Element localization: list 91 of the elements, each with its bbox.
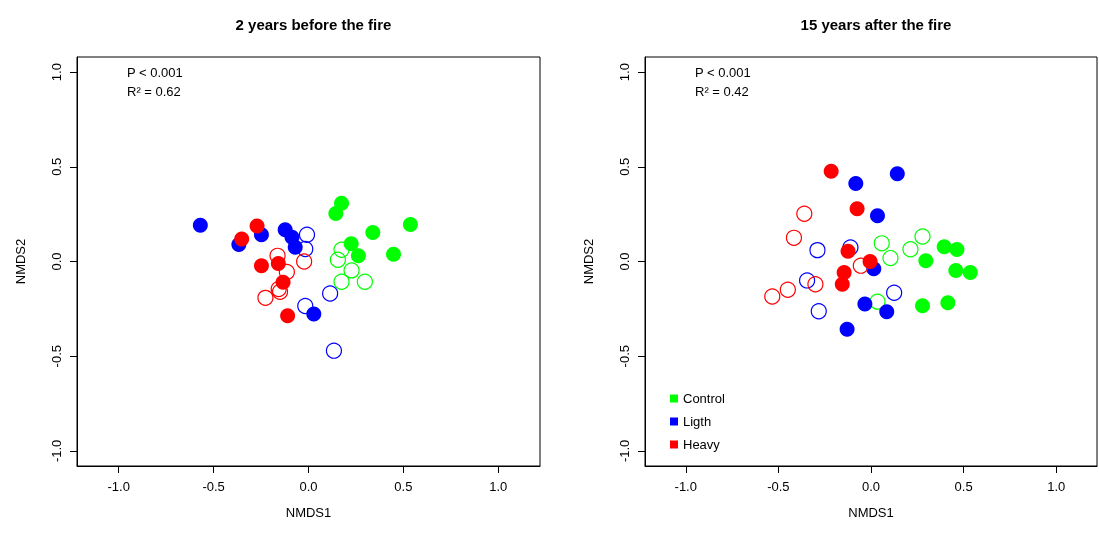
- point: [365, 225, 381, 241]
- point: [889, 166, 905, 182]
- annotation: P < 0.001: [695, 65, 751, 80]
- legend-label: Heavy: [683, 437, 721, 452]
- point: [297, 297, 314, 315]
- point: [962, 264, 978, 280]
- point: [269, 247, 286, 264]
- point: [779, 281, 796, 298]
- x-tick-label: 1.0: [489, 479, 508, 494]
- point: [764, 288, 781, 305]
- point: [402, 216, 418, 232]
- y-axis-title: NMDS2: [13, 238, 28, 285]
- y-tick-label: 1.0: [49, 63, 64, 82]
- point: [343, 262, 360, 279]
- point: [852, 257, 869, 274]
- y-tick-label: 0.5: [617, 157, 632, 176]
- point: [306, 306, 322, 322]
- point: [356, 273, 373, 290]
- point: [839, 321, 855, 337]
- point: [948, 262, 964, 278]
- x-tick-label: 1.0: [1047, 479, 1066, 494]
- point: [848, 175, 864, 191]
- point: [914, 228, 931, 245]
- point: [842, 239, 859, 256]
- point: [869, 293, 886, 310]
- point: [297, 240, 314, 258]
- chart-title: 2 years before the fire: [235, 16, 392, 33]
- point: [234, 231, 250, 247]
- y-tick-label: 0.5: [49, 157, 64, 176]
- point: [809, 242, 826, 259]
- point: [918, 253, 934, 269]
- point: [249, 218, 265, 234]
- point: [834, 276, 850, 292]
- point: [333, 241, 350, 258]
- point: [949, 241, 965, 257]
- y-tick-label: 1.0: [617, 63, 632, 82]
- x-tick-label: -0.5: [202, 479, 225, 494]
- annotation: R² = 0.62: [127, 84, 181, 99]
- point: [940, 295, 956, 311]
- x-tick-label: -1.0: [107, 479, 130, 494]
- y-tick-label: 0.0: [49, 252, 64, 271]
- point: [298, 226, 316, 243]
- point: [936, 239, 952, 255]
- x-axis-title: NMDS1: [848, 505, 894, 520]
- point: [386, 246, 402, 262]
- y-tick-label: -1.0: [617, 439, 632, 463]
- x-axis-title: NMDS1: [285, 505, 332, 520]
- point: [902, 241, 919, 258]
- annotation: R² = 0.42: [695, 84, 749, 99]
- x-tick-label: 0.5: [394, 479, 413, 494]
- x-tick-label: -0.5: [767, 479, 790, 494]
- x-tick-label: 0.0: [299, 479, 318, 494]
- point: [350, 248, 366, 264]
- point: [296, 253, 313, 270]
- point: [192, 217, 208, 233]
- annotation: P < 0.001: [127, 65, 183, 80]
- point: [823, 163, 839, 179]
- point: [840, 243, 856, 259]
- y-tick-label: -0.5: [617, 344, 632, 368]
- chart-title: 15 years after the fire: [800, 16, 952, 33]
- point: [278, 263, 295, 281]
- point: [333, 273, 350, 290]
- legend-label: Ligth: [683, 414, 712, 429]
- y-tick-label: -0.5: [49, 344, 64, 368]
- point: [870, 208, 885, 224]
- point: [253, 258, 269, 274]
- point: [849, 201, 865, 217]
- point: [886, 284, 903, 301]
- point: [807, 276, 824, 293]
- point: [329, 251, 347, 268]
- y-tick-label: -1.0: [49, 439, 64, 463]
- legend-label: Control: [683, 391, 726, 406]
- point: [915, 298, 930, 314]
- point: [810, 303, 827, 320]
- point: [857, 296, 873, 312]
- point: [322, 285, 339, 302]
- point: [796, 205, 813, 222]
- point: [882, 250, 899, 267]
- x-tick-label: 0.0: [861, 479, 881, 494]
- point: [280, 308, 296, 324]
- point: [799, 272, 816, 289]
- point: [873, 235, 890, 252]
- x-tick-label: -1.0: [674, 479, 697, 494]
- x-tick-label: 0.5: [954, 479, 973, 494]
- y-axis-title: NMDS2: [581, 238, 596, 285]
- y-tick-label: 0.0: [617, 252, 632, 271]
- point: [328, 205, 344, 221]
- point: [325, 342, 343, 359]
- point: [879, 304, 895, 320]
- point: [785, 229, 803, 246]
- point: [257, 289, 274, 306]
